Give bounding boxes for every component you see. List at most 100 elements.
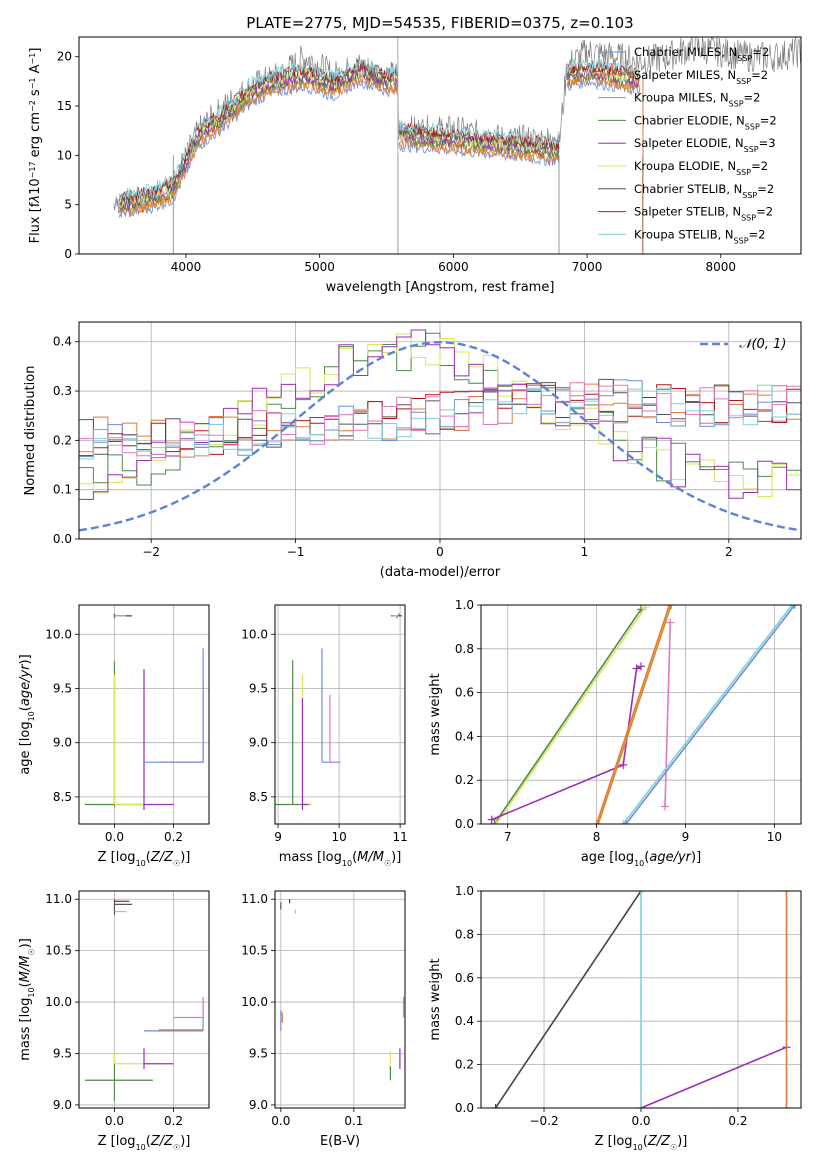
x-axis-label: Z [log10(Z/Z☉)] (98, 1134, 191, 1152)
y-tick-label: 8.5 (249, 790, 268, 804)
y-tick-label: 10.0 (241, 995, 268, 1009)
x-axis-label: mass [log10(M/M☉)] (279, 850, 402, 868)
x-tick-label: 0.0 (271, 1114, 290, 1128)
axes-frame (480, 890, 802, 1109)
legend-entry: Kroupa MILES, NSSP=2 (634, 91, 760, 109)
y-tick-label: 9.0 (53, 1098, 72, 1112)
cumulative-line (625, 605, 796, 824)
y-axis-label: Normed distribution (23, 366, 38, 496)
plot-area (84, 613, 204, 810)
y-tick-label: 0.4 (53, 335, 72, 349)
x-tick-label: 9 (682, 830, 690, 844)
axes-frame (480, 604, 802, 825)
legend-entry: Chabrier ELODIE, NSSP=2 (634, 113, 777, 130)
legend: Chabrier MILES, NSSP=2 Salpeter MILES, NS… (598, 45, 777, 245)
y-axis-label: mass weight (428, 673, 443, 755)
y-tick-label: 5 (64, 198, 72, 212)
x-tick-label: 7 (504, 830, 512, 844)
y-tick-label: 0.3 (53, 384, 72, 398)
model-line (398, 120, 560, 146)
y-tick-label: 0 (64, 247, 72, 261)
y-tick-label: 9.5 (53, 1046, 72, 1060)
cumulative-line (622, 605, 793, 824)
y-tick-label: 10 (57, 148, 72, 162)
x-tick-label: 8 (593, 830, 601, 844)
cumulative-line (640, 1046, 787, 1108)
legend-entry: Salpeter ELODIE, NSSP=3 (634, 136, 776, 154)
y-axis-label: mass [log10(M/M☉)] (18, 938, 36, 1061)
histogram-series (79, 383, 801, 457)
y-tick-label: 11.0 (45, 892, 72, 906)
y-tick-label: 0.1 (53, 483, 72, 497)
x-tick-label: 10 (331, 830, 346, 844)
y-tick-label: 10.0 (45, 995, 72, 1009)
histogram-series (79, 379, 801, 459)
x-tick-label: −2 (142, 545, 160, 559)
model-line (566, 67, 640, 87)
x-tick-label: 8000 (706, 260, 737, 274)
legend-entry: Salpeter STELIB, NSSP=2 (634, 205, 773, 223)
y-tick-label: 1.0 (455, 598, 474, 612)
panel-massweight-vs-age: 7 8 9 10 0.0 0.2 0.4 0.6 0.8 1.0 age [log10(age/yr… (428, 598, 802, 868)
y-tick-label: 10.0 (45, 627, 72, 641)
y-tick-label: 0.8 (455, 642, 474, 656)
y-tick-label: 9.5 (249, 1046, 268, 1060)
axes-frame (78, 604, 210, 825)
axes-frame (78, 321, 802, 540)
normal-curve (79, 340, 801, 532)
y-tick-label: 0.0 (455, 1101, 474, 1115)
y-tick-label: 10.5 (45, 944, 72, 958)
y-tick-label: 1.0 (455, 884, 474, 898)
model-line (398, 135, 560, 162)
y-tick-label: 9.5 (249, 681, 268, 695)
histogram-series (79, 329, 801, 500)
model-line (398, 128, 560, 155)
y-tick-label: 9.5 (53, 681, 72, 695)
x-tick-label: 7000 (572, 260, 603, 274)
y-tick-label: 0.6 (455, 971, 474, 985)
cumulative-line (595, 605, 671, 824)
cumulative-line (495, 606, 647, 824)
panel-age-vs-mass: 9 10 11 8.5 9.0 9.5 10.0 mass [log10(M/M☉)] (241, 604, 408, 868)
y-tick-label: 0.4 (455, 729, 474, 743)
y-tick-label: 10.0 (241, 627, 268, 641)
y-tick-label: 9.0 (249, 1098, 268, 1112)
y-tick-label: 0.2 (53, 433, 72, 447)
y-tick-label: 0.2 (455, 773, 474, 787)
x-tick-label: 0 (436, 545, 444, 559)
cumulative-line (494, 891, 642, 1108)
plot-area (487, 605, 799, 824)
x-tick-label: 0.1 (344, 1114, 363, 1128)
legend-entry: 𝒩(0, 1) (739, 337, 786, 352)
y-axis-label: age [log10(age/yr)] (18, 654, 36, 774)
x-tick-label: 10 (767, 830, 782, 844)
y-tick-label: 9.0 (53, 736, 72, 750)
y-tick-label: 11.0 (241, 892, 268, 906)
x-tick-label: 4000 (171, 260, 202, 274)
legend-entry: Chabrier STELIB, NSSP=2 (634, 182, 774, 200)
x-axis-label: age [log10(age/yr)] (581, 850, 701, 868)
model-line (118, 71, 398, 213)
axes-frame (78, 36, 802, 255)
x-tick-label: 0.2 (164, 830, 183, 844)
plot-area (491, 891, 791, 1108)
y-tick-label: 20 (57, 50, 72, 64)
y-tick-label: 9.0 (249, 736, 268, 750)
y-tick-label: 0.0 (455, 817, 474, 831)
y-tick-label: 0.6 (455, 686, 474, 700)
x-tick-label: 2 (725, 545, 733, 559)
model-line (566, 77, 641, 96)
legend-entry: Kroupa STELIB, NSSP=2 (634, 227, 765, 245)
model-line (118, 65, 398, 209)
cumulative-line (664, 622, 672, 807)
chart-title: PLATE=2775, MJD=54535, FIBERID=0375, z=0… (246, 14, 633, 32)
cumulative-line (491, 665, 642, 821)
axes-frame (78, 890, 210, 1109)
panel-massweight-vs-z: −0.2 0.0 0.2 0.0 0.2 0.4 0.6 0.8 1.0 Z [log10(Z/Z… (428, 884, 802, 1152)
x-axis-label: Z [log10(Z/Z☉)] (98, 850, 191, 868)
legend-entry: Chabrier MILES, NSSP=2 (634, 45, 769, 63)
y-tick-label: 0.4 (455, 1014, 474, 1028)
model-line (398, 131, 560, 159)
model-line (118, 59, 398, 202)
